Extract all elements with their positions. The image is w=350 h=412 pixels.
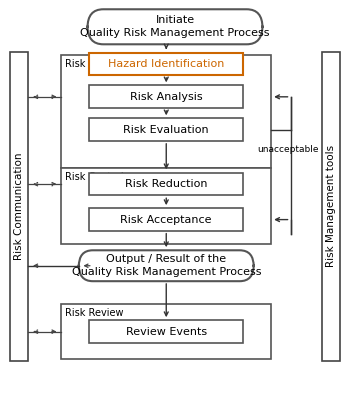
Bar (89, 53, 243, 75)
Bar (89, 118, 243, 141)
Text: Risk Communication: Risk Communication (14, 152, 24, 260)
Text: Output / Result of the
Quality Risk Management Process: Output / Result of the Quality Risk Mana… (71, 254, 261, 277)
Bar (322, 52, 340, 360)
Text: Risk Review: Risk Review (65, 308, 124, 318)
Bar (61, 168, 271, 244)
Text: unacceptable: unacceptable (257, 145, 319, 154)
Bar (10, 52, 28, 360)
Bar (89, 173, 243, 195)
Text: Risk Assessment: Risk Assessment (65, 59, 148, 69)
Text: Review Events: Review Events (126, 327, 207, 337)
Text: Risk Control: Risk Control (65, 172, 124, 182)
Bar (61, 304, 271, 359)
Text: Risk Management tools: Risk Management tools (326, 145, 336, 267)
Bar (89, 208, 243, 231)
FancyBboxPatch shape (79, 250, 254, 281)
Bar (89, 85, 243, 108)
Bar (61, 55, 271, 168)
Text: Risk Analysis: Risk Analysis (130, 92, 203, 102)
Text: Risk Acceptance: Risk Acceptance (120, 215, 212, 225)
FancyBboxPatch shape (88, 9, 262, 44)
Text: Initiate
Quality Risk Management Process: Initiate Quality Risk Management Process (80, 15, 270, 38)
Text: Hazard Identification: Hazard Identification (108, 59, 224, 69)
Text: Risk Evaluation: Risk Evaluation (124, 125, 209, 135)
Text: Risk Reduction: Risk Reduction (125, 179, 208, 189)
Bar (89, 321, 243, 343)
